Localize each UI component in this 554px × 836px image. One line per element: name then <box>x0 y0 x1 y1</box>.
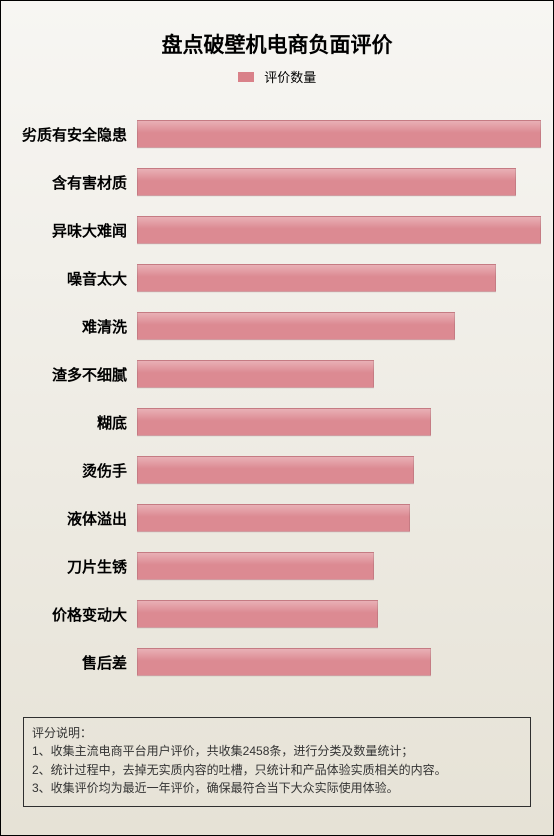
bar-track <box>137 158 545 206</box>
category-label: 含有害材质 <box>9 172 137 193</box>
bar-track <box>137 110 545 158</box>
bar <box>137 648 431 676</box>
notes-line: 2、统计过程中，去掉无实质内容的吐槽，只统计和产品体验实质相关的内容。 <box>32 761 522 780</box>
legend-swatch <box>238 72 254 82</box>
category-label: 售后差 <box>9 652 137 673</box>
bar-track <box>137 350 545 398</box>
bar <box>137 360 374 388</box>
legend: 评价数量 <box>1 67 553 104</box>
bar-row: 价格变动大 <box>9 590 545 638</box>
bar-track <box>137 302 545 350</box>
bar-track <box>137 398 545 446</box>
chart-container: 盘点破壁机电商负面评价 评价数量 劣质有安全隐患含有害材质异味大难闻噪音太大难清… <box>0 0 554 836</box>
bar <box>137 552 374 580</box>
bar <box>137 120 541 148</box>
bar <box>137 504 410 532</box>
category-label: 难清洗 <box>9 316 137 337</box>
category-label: 噪音太大 <box>9 268 137 289</box>
bar-row: 糊底 <box>9 398 545 446</box>
notes-box: 评分说明： 1、收集主流电商平台用户评价，共收集2458条，进行分类及数量统计；… <box>23 717 531 807</box>
category-label: 异味大难闻 <box>9 220 137 241</box>
bar-row: 含有害材质 <box>9 158 545 206</box>
category-label: 液体溢出 <box>9 508 137 529</box>
bar-row: 售后差 <box>9 638 545 686</box>
bar-track <box>137 638 545 686</box>
category-label: 刀片生锈 <box>9 556 137 577</box>
bar <box>137 312 455 340</box>
notes-line: 3、收集评价均为最近一年评价，确保最符合当下大众实际使用体验。 <box>32 779 522 798</box>
bar-track <box>137 206 545 254</box>
notes-title: 评分说明： <box>32 724 522 743</box>
chart-title: 盘点破壁机电商负面评价 <box>1 1 553 67</box>
bar-row: 难清洗 <box>9 302 545 350</box>
bar-row: 渣多不细腻 <box>9 350 545 398</box>
bar-track <box>137 542 545 590</box>
bar-row: 烫伤手 <box>9 446 545 494</box>
category-label: 烫伤手 <box>9 460 137 481</box>
bar <box>137 408 431 436</box>
bar-row: 刀片生锈 <box>9 542 545 590</box>
notes-line: 1、收集主流电商平台用户评价，共收集2458条，进行分类及数量统计； <box>32 742 522 761</box>
bar-track <box>137 494 545 542</box>
bar <box>137 216 541 244</box>
bar-track <box>137 590 545 638</box>
bar-track <box>137 254 545 302</box>
bar <box>137 456 414 484</box>
plot-area: 劣质有安全隐患含有害材质异味大难闻噪音太大难清洗渣多不细腻糊底烫伤手液体溢出刀片… <box>1 104 553 686</box>
bar-row: 异味大难闻 <box>9 206 545 254</box>
category-label: 劣质有安全隐患 <box>9 124 137 145</box>
bar-track <box>137 446 545 494</box>
bar-row: 液体溢出 <box>9 494 545 542</box>
category-label: 价格变动大 <box>9 604 137 625</box>
bar-row: 劣质有安全隐患 <box>9 110 545 158</box>
category-label: 糊底 <box>9 412 137 433</box>
bar <box>137 264 496 292</box>
bar <box>137 600 378 628</box>
bar-row: 噪音太大 <box>9 254 545 302</box>
bar <box>137 168 516 196</box>
category-label: 渣多不细腻 <box>9 364 137 385</box>
legend-label: 评价数量 <box>264 70 316 85</box>
